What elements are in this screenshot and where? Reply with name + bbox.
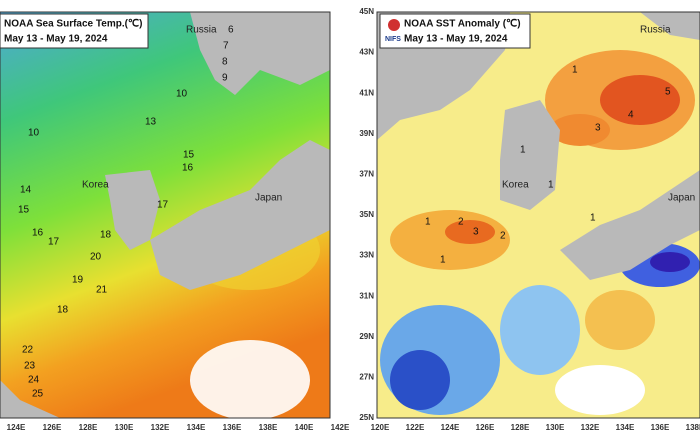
contour-label: 25 (32, 389, 44, 400)
contour-label: 5 (665, 87, 671, 98)
y-axis-label: 37N (359, 170, 374, 179)
map-title: NOAA SST Anomaly (℃) (404, 19, 521, 30)
title-box (0, 13, 149, 49)
x-axis-label: 128E (79, 423, 98, 432)
x-axis-label: 120E (371, 423, 390, 432)
x-axis-label: 124E (7, 423, 26, 432)
place-label: Japan (255, 193, 282, 204)
contour-label: 10 (28, 128, 40, 139)
contour-label: 17 (48, 237, 60, 248)
x-axis-label: 126E (476, 423, 495, 432)
place-label: Korea (502, 180, 529, 191)
title-box (379, 13, 531, 49)
contour-label: 15 (18, 205, 30, 216)
map-frame (0, 11, 331, 419)
place-label: Japan (668, 193, 695, 204)
x-axis-label: 124E (441, 423, 460, 432)
x-axis-label: 132E (581, 423, 600, 432)
sst-map (0, 12, 330, 418)
contour-label: 21 (96, 285, 108, 296)
contour-label: 4 (628, 110, 634, 121)
contour-label: 16 (182, 163, 194, 174)
contour-label: 16 (32, 228, 44, 239)
y-axis-label: 41N (359, 88, 374, 97)
contour-label: 9 (222, 73, 228, 84)
y-axis-label: 27N (359, 373, 374, 382)
contour-label: 7 (223, 41, 229, 52)
y-axis-label: 33N (359, 251, 374, 260)
y-axis-label: 29N (359, 332, 374, 341)
contour-label: 6 (228, 25, 234, 36)
x-axis-label: 130E (115, 423, 134, 432)
contour-label: 3 (473, 227, 479, 238)
contour-label: 17 (157, 200, 169, 211)
x-axis-label: 130E (546, 423, 565, 432)
contour-label: 22 (22, 345, 34, 356)
y-axis-label: 31N (359, 291, 374, 300)
logo-text: NIFS (385, 36, 401, 43)
contour-label: 1 (520, 145, 526, 156)
contour-label: 1 (440, 255, 446, 266)
x-axis-label: 132E (151, 423, 170, 432)
map-date: May 13 - May 19, 2024 (404, 34, 508, 45)
x-axis-label: 138E (259, 423, 278, 432)
place-label: Russia (640, 25, 671, 36)
place-label: Russia (186, 25, 217, 36)
x-axis-label: 134E (616, 423, 635, 432)
y-axis-label: 25N (359, 413, 374, 422)
contour-label: 3 (595, 123, 601, 134)
x-axis-label: 142E (331, 423, 350, 432)
y-axis-label: 39N (359, 129, 374, 138)
contour-label: 24 (28, 375, 40, 386)
x-axis-label: 128E (511, 423, 530, 432)
x-axis-label: 140E (295, 423, 314, 432)
contour-label: 1 (572, 65, 578, 76)
contour-label: 20 (90, 252, 102, 263)
y-axis-label: 45N (359, 7, 374, 16)
contour-label: 13 (145, 117, 157, 128)
contour-label: 18 (57, 305, 69, 316)
x-axis-label: 122E (406, 423, 425, 432)
y-axis-label: 43N (359, 48, 374, 57)
x-axis-label: 136E (651, 423, 670, 432)
logo-icon (388, 19, 400, 31)
anomaly-map (377, 12, 700, 418)
place-label: Korea (82, 180, 109, 191)
x-axis-label: 134E (187, 423, 206, 432)
map-frame (376, 11, 700, 419)
x-axis-label: 136E (223, 423, 242, 432)
contour-label: 19 (72, 275, 84, 286)
map-date: May 13 - May 19, 2024 (4, 34, 108, 45)
contour-label: 15 (183, 150, 195, 161)
contour-label: 1 (425, 217, 431, 228)
y-axis-label: 35N (359, 210, 374, 219)
x-axis-label: 138E (686, 423, 700, 432)
contour-label: 10 (176, 89, 188, 100)
contour-label: 2 (458, 217, 464, 228)
contour-label: 1 (590, 213, 596, 224)
contour-label: 18 (100, 230, 112, 241)
x-axis-label: 126E (43, 423, 62, 432)
contour-label: 14 (20, 185, 32, 196)
map-title: NOAA Sea Surface Temp.(℃) (4, 19, 142, 30)
contour-label: 8 (222, 57, 228, 68)
contour-label: 23 (24, 361, 36, 372)
contour-label: 1 (548, 180, 554, 191)
contour-label: 2 (500, 231, 506, 242)
